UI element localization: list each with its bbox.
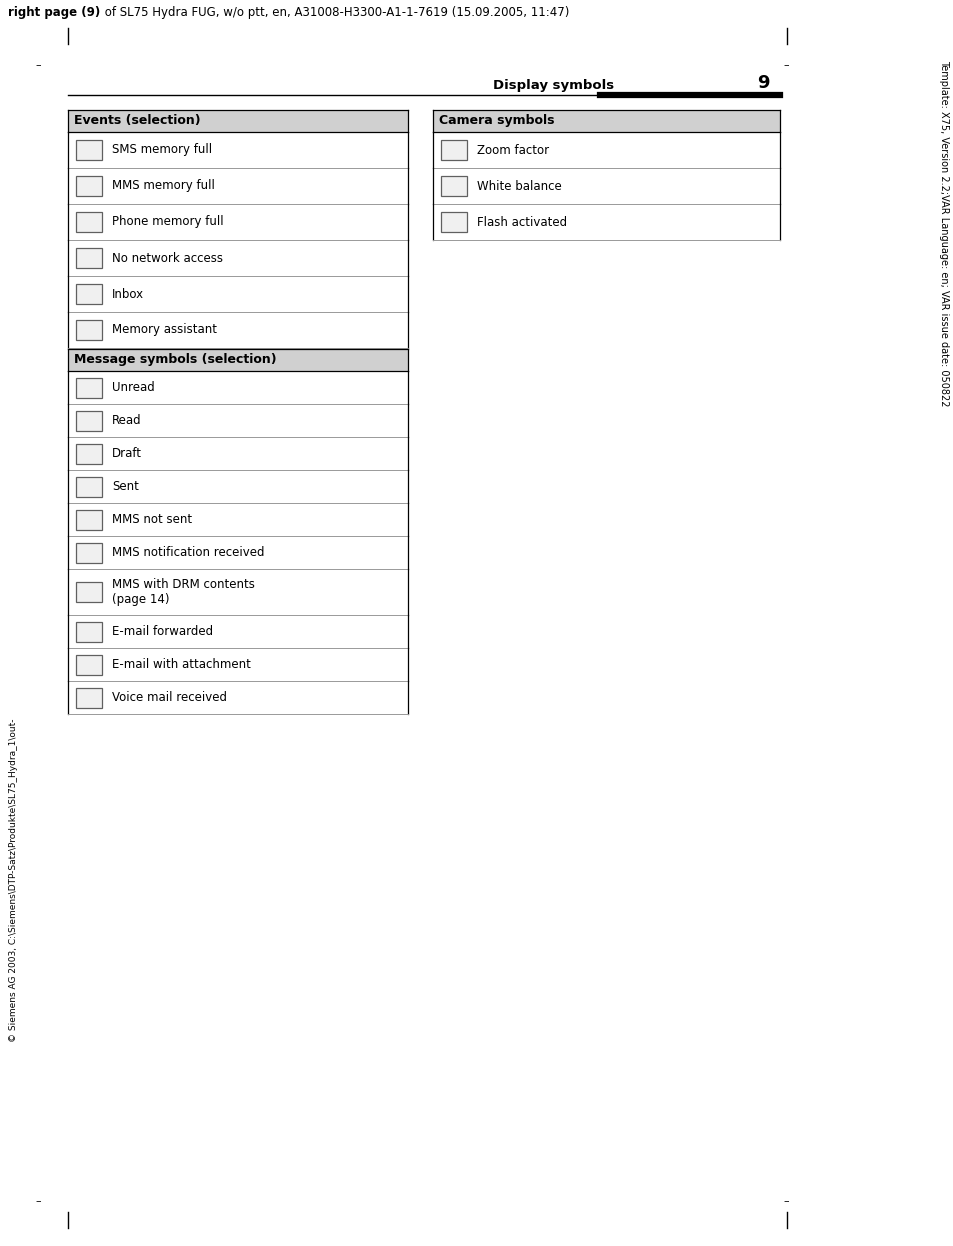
Text: Phone memory full: Phone memory full (112, 216, 223, 228)
Text: Draft: Draft (112, 447, 142, 460)
Text: 9: 9 (757, 74, 769, 92)
Bar (76, 212, 102, 232)
Bar (76, 176, 102, 196)
Text: –: – (782, 60, 788, 70)
Text: E-mail forwarded: E-mail forwarded (112, 625, 213, 638)
Bar (76, 476, 102, 496)
Bar (76, 410, 102, 431)
Text: –: – (782, 1196, 788, 1206)
Text: –: – (35, 60, 41, 70)
Text: White balance: White balance (476, 179, 561, 192)
Bar (68, 349, 408, 371)
Bar (76, 248, 102, 268)
Bar (76, 378, 102, 397)
Text: Inbox: Inbox (112, 288, 144, 300)
Text: Zoom factor: Zoom factor (476, 143, 549, 157)
Bar (440, 212, 467, 232)
Text: No network access: No network access (112, 252, 223, 264)
Text: Display symbols: Display symbols (493, 78, 614, 92)
Bar (76, 444, 102, 464)
Text: Template: X75, Version 2.2;VAR Language: en; VAR issue date: 050822: Template: X75, Version 2.2;VAR Language:… (938, 60, 948, 406)
Bar (68, 110, 408, 132)
Bar (76, 654, 102, 674)
Text: Camera symbols: Camera symbols (438, 113, 554, 127)
Text: –: – (35, 1196, 41, 1206)
Bar (76, 284, 102, 304)
Bar (76, 622, 102, 642)
Text: Flash activated: Flash activated (476, 216, 566, 228)
Bar (440, 176, 467, 196)
Text: Voice mail received: Voice mail received (112, 692, 227, 704)
Text: Sent: Sent (112, 480, 139, 493)
Text: Read: Read (112, 414, 141, 427)
Text: © Siemens AG 2003, C:\Siemens\DTP-Satz\Produkte\SL75_Hydra_1\out-: © Siemens AG 2003, C:\Siemens\DTP-Satz\P… (10, 718, 18, 1042)
Text: E-mail with attachment: E-mail with attachment (112, 658, 251, 672)
Text: Message symbols (selection): Message symbols (selection) (74, 353, 276, 366)
Bar (76, 320, 102, 340)
Text: Unread: Unread (112, 381, 154, 394)
Bar (76, 542, 102, 562)
Bar (440, 140, 467, 159)
Text: right page (9): right page (9) (8, 6, 100, 19)
Bar (76, 510, 102, 530)
Text: MMS with DRM contents
(page 14): MMS with DRM contents (page 14) (112, 578, 254, 606)
Bar (76, 582, 102, 602)
Bar (433, 110, 780, 132)
Text: MMS notification received: MMS notification received (112, 546, 264, 559)
Text: Memory assistant: Memory assistant (112, 324, 216, 336)
Text: of SL75 Hydra FUG, w/o ptt, en, A31008-H3300-A1-1-7619 (15.09.2005, 11:47): of SL75 Hydra FUG, w/o ptt, en, A31008-H… (101, 6, 569, 19)
Bar (76, 688, 102, 708)
Bar (76, 140, 102, 159)
Text: MMS memory full: MMS memory full (112, 179, 214, 192)
Text: Events (selection): Events (selection) (74, 113, 200, 127)
Text: MMS not sent: MMS not sent (112, 513, 192, 526)
Text: SMS memory full: SMS memory full (112, 143, 212, 157)
